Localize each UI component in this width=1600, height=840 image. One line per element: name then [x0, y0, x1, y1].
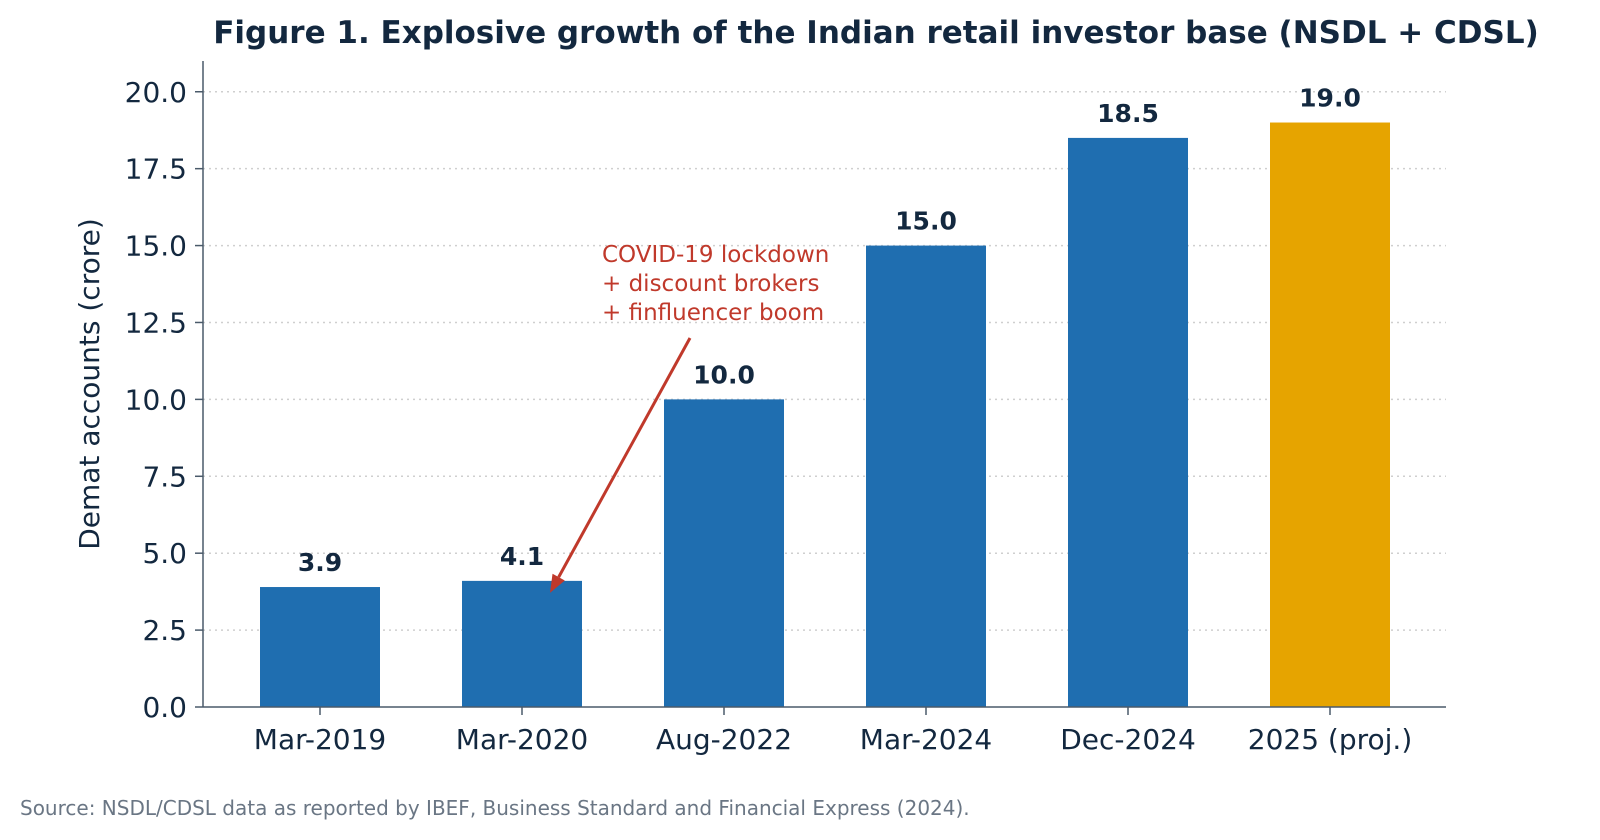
y-tick-label: 12.5	[125, 306, 187, 339]
annotation-arrow	[557, 337, 692, 578]
annotation-text: COVID-19 lockdown + discount brokers + fin…	[602, 242, 829, 326]
y-tick-label: 15.0	[125, 230, 187, 263]
y-ticks: 0.0 2.5 5.0 7.5 10.0 12.5 15.0 17.5 20.0	[125, 76, 203, 724]
y-tick-label: 2.5	[142, 614, 187, 647]
x-tick-label: Mar-2019	[254, 723, 386, 756]
value-label: 4.1	[500, 542, 544, 571]
bar	[260, 587, 380, 707]
x-tick-label: Mar-2024	[860, 723, 992, 756]
chart-title: Figure 1. Explosive growth of the Indian…	[213, 15, 1539, 51]
annotation: COVID-19 lockdown + discount brokers + fin…	[550, 242, 829, 593]
y-axis-label: Demat accounts (crore)	[73, 218, 106, 550]
annotation-line: + finfluencer boom	[602, 300, 824, 326]
annotation-arrowhead	[550, 573, 565, 593]
value-label: 3.9	[298, 548, 342, 577]
y-tick-label: 20.0	[125, 76, 187, 109]
bars	[260, 122, 1390, 708]
x-ticks: Mar-2019 Mar-2020 Aug-2022 Mar-2024 Dec-2024…	[254, 707, 1412, 756]
y-tick-label: 17.5	[125, 153, 187, 186]
bar	[462, 580, 582, 707]
annotation-line: + discount brokers	[602, 271, 819, 297]
axes	[202, 61, 1446, 708]
x-tick-label: Mar-2020	[456, 723, 588, 756]
x-tick-label: Aug-2022	[656, 723, 792, 756]
y-tick-label: 0.0	[142, 691, 187, 724]
source-note: Source: NSDL/CDSL data as reported by IB…	[20, 796, 970, 820]
value-label: 19.0	[1299, 84, 1361, 113]
y-tick-label: 10.0	[125, 383, 187, 416]
bar	[664, 399, 784, 707]
y-tick-label: 5.0	[142, 537, 187, 570]
value-labels: 3.9 4.1 10.0 15.0 18.5 19.0	[298, 84, 1361, 578]
x-tick-label: Dec-2024	[1060, 723, 1196, 756]
bar	[866, 245, 986, 708]
x-tick-label: 2025 (proj.)	[1248, 723, 1413, 756]
bar	[1068, 137, 1188, 707]
grid	[203, 91, 1446, 631]
value-label: 10.0	[693, 360, 755, 389]
value-label: 18.5	[1097, 99, 1159, 128]
annotation-line: COVID-19 lockdown	[602, 242, 829, 268]
value-label: 15.0	[895, 207, 957, 236]
bar-projected	[1270, 122, 1390, 708]
y-tick-label: 7.5	[142, 460, 187, 493]
